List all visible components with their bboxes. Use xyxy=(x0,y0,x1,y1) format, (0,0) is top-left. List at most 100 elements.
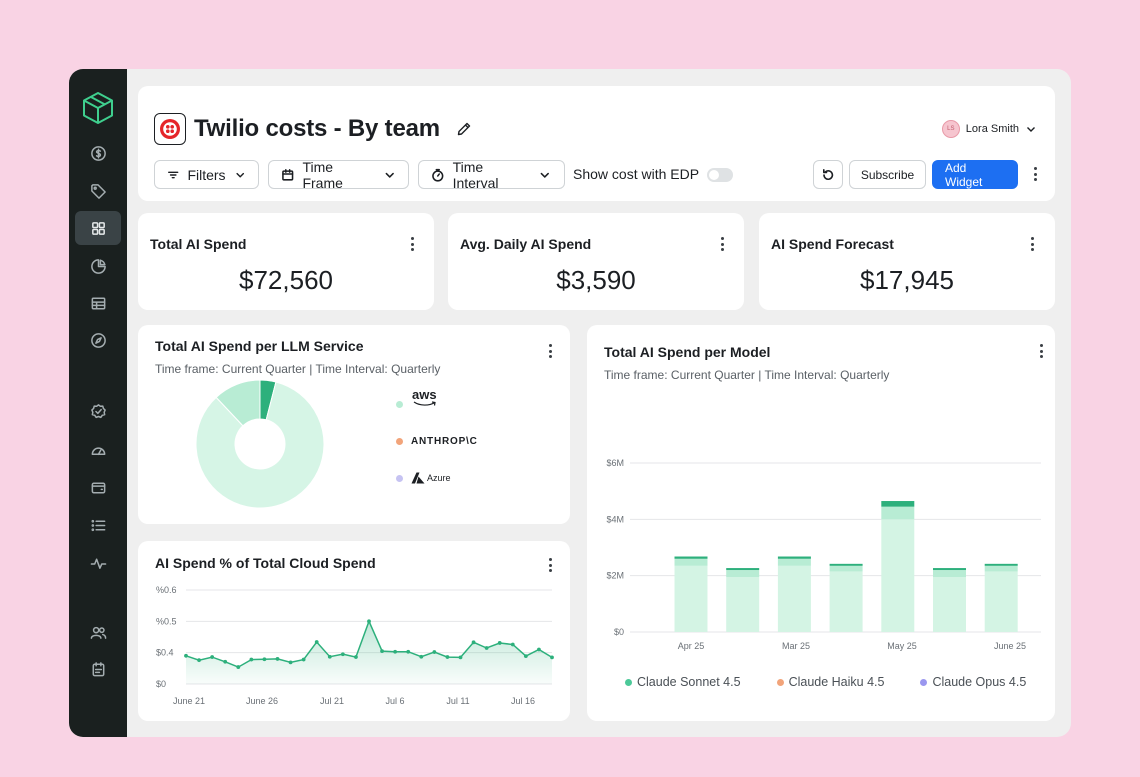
bar-segment[interactable] xyxy=(777,558,811,566)
data-point[interactable] xyxy=(249,657,254,662)
bar-segment[interactable] xyxy=(984,565,1018,572)
widget-more-menu[interactable] xyxy=(543,342,557,360)
sidebar-item-dashboards[interactable] xyxy=(75,211,121,245)
kpi-more-menu[interactable] xyxy=(405,235,419,253)
data-point[interactable] xyxy=(471,640,476,645)
gauge-icon xyxy=(91,446,105,455)
bar-segment[interactable] xyxy=(674,558,708,566)
bar-segment[interactable] xyxy=(881,501,915,507)
data-point[interactable] xyxy=(314,640,319,644)
data-point[interactable] xyxy=(458,655,463,660)
llm-legend-azure: Azure xyxy=(396,472,451,484)
data-point[interactable] xyxy=(419,654,424,659)
donut-slice[interactable] xyxy=(215,379,261,427)
logo-icon[interactable] xyxy=(81,91,115,125)
edp-toggle[interactable] xyxy=(707,168,733,182)
data-point[interactable] xyxy=(432,650,437,654)
x-tick-label: June 21 xyxy=(173,696,205,706)
legend-label: Claude Haiku 4.5 xyxy=(788,675,885,689)
add-widget-button[interactable]: Add Widget xyxy=(932,160,1018,189)
bar-segment[interactable] xyxy=(881,506,915,520)
data-point[interactable] xyxy=(537,647,541,652)
y-tick-label: $0 xyxy=(156,679,166,689)
data-point[interactable] xyxy=(340,652,345,657)
data-point[interactable] xyxy=(288,660,293,665)
bar-segment[interactable] xyxy=(829,571,863,632)
bar-segment[interactable] xyxy=(933,577,966,632)
filters-button[interactable]: Filters xyxy=(154,160,259,189)
subscribe-button[interactable]: Subscribe xyxy=(849,160,926,189)
bar-segment[interactable] xyxy=(674,556,708,559)
data-point[interactable] xyxy=(210,655,215,659)
legend-item[interactable]: Claude Haiku 4.5 xyxy=(776,675,885,689)
refresh-button[interactable] xyxy=(813,160,843,189)
time-frame-dropdown[interactable]: Time Frame xyxy=(268,159,409,191)
sidebar-item-team[interactable] xyxy=(75,615,121,649)
data-point[interactable] xyxy=(367,619,371,624)
bar-segment[interactable] xyxy=(984,571,1018,632)
legend-item[interactable]: Claude Opus 4.5 xyxy=(920,675,1026,689)
data-point[interactable] xyxy=(275,657,280,661)
sidebar-item-activity[interactable] xyxy=(75,546,121,580)
sidebar-item-tags[interactable] xyxy=(75,174,121,208)
legend-item[interactable]: Claude Sonnet 4.5 xyxy=(625,675,741,689)
sidebar-item-clipboard[interactable] xyxy=(75,652,121,686)
data-point[interactable] xyxy=(445,655,450,659)
data-point[interactable] xyxy=(354,655,358,659)
kpi-more-menu[interactable] xyxy=(715,235,729,253)
donut-slice[interactable] xyxy=(195,381,325,509)
chevron-down-icon xyxy=(1027,127,1035,132)
bar-segment[interactable] xyxy=(984,563,1018,566)
data-point[interactable] xyxy=(406,649,411,654)
user-menu[interactable]: LS Lora Smith xyxy=(941,120,1037,138)
bar-segment[interactable] xyxy=(726,577,760,632)
sidebar-item-performance[interactable] xyxy=(75,433,121,467)
data-point[interactable] xyxy=(262,657,267,662)
sidebar-item-governance[interactable] xyxy=(75,394,121,428)
bar-segment[interactable] xyxy=(777,565,811,632)
bar-segment[interactable] xyxy=(933,570,966,578)
data-point[interactable] xyxy=(550,655,554,660)
bar-segment[interactable] xyxy=(674,565,708,632)
data-point[interactable] xyxy=(484,646,489,650)
sidebar-item-reports[interactable] xyxy=(75,249,121,283)
bar-segment[interactable] xyxy=(726,568,760,571)
data-point[interactable] xyxy=(184,653,188,658)
data-point[interactable] xyxy=(497,641,502,645)
model-spend-widget: Total AI Spend per Model Time frame: Cur… xyxy=(587,325,1055,721)
list-icon xyxy=(91,519,105,531)
bar-segment[interactable] xyxy=(777,556,811,559)
data-point[interactable] xyxy=(223,659,228,664)
bar-segment[interactable] xyxy=(933,568,966,571)
aws-smile-icon xyxy=(413,401,436,406)
data-point[interactable] xyxy=(301,657,306,662)
wallet-icon xyxy=(91,481,105,493)
sidebar-item-billing[interactable] xyxy=(75,470,121,504)
bar-segment[interactable] xyxy=(726,570,760,578)
bar-segment[interactable] xyxy=(881,519,915,632)
legend-dot xyxy=(396,401,403,408)
bar-segment[interactable] xyxy=(829,563,863,566)
data-point[interactable] xyxy=(327,654,332,659)
data-point[interactable] xyxy=(380,649,384,653)
kpi-label: Total AI Spend xyxy=(150,236,247,252)
data-point[interactable] xyxy=(197,658,201,663)
sidebar-item-list[interactable] xyxy=(75,508,121,542)
sidebar-item-costs[interactable] xyxy=(75,136,121,170)
data-point[interactable] xyxy=(393,649,398,654)
sidebar-item-tables[interactable] xyxy=(75,286,121,320)
time-interval-dropdown[interactable]: Time Interval xyxy=(418,159,565,191)
edit-pencil-icon[interactable] xyxy=(456,121,472,137)
area-fill xyxy=(186,621,552,684)
bar-segment[interactable] xyxy=(829,565,863,572)
header-more-menu[interactable] xyxy=(1028,165,1042,183)
data-point[interactable] xyxy=(236,665,241,669)
legend-label: Claude Sonnet 4.5 xyxy=(637,675,741,689)
data-point[interactable] xyxy=(510,642,515,647)
data-point[interactable] xyxy=(523,654,528,659)
chevron-down-icon xyxy=(541,172,550,178)
widget-more-menu[interactable] xyxy=(543,556,557,574)
kpi-more-menu[interactable] xyxy=(1025,235,1039,253)
sidebar-item-explore[interactable] xyxy=(75,323,121,357)
widget-more-menu[interactable] xyxy=(1034,342,1048,360)
